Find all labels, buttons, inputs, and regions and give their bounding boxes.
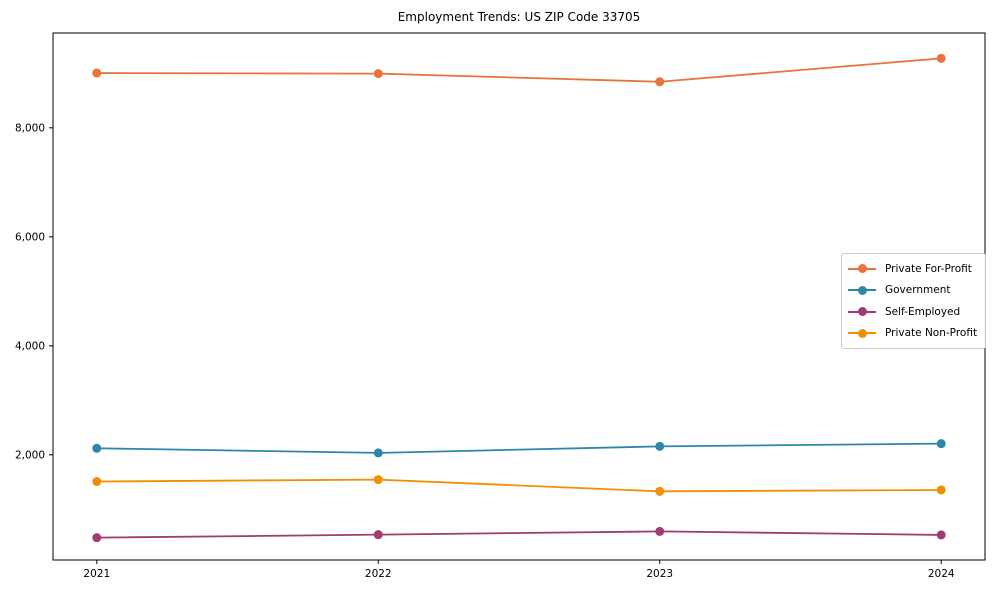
data-point-government-2023 xyxy=(655,441,665,451)
legend-label: Private For-Profit xyxy=(885,262,972,275)
legend-label: Government xyxy=(885,284,951,297)
y-tick-label: 2,000 xyxy=(15,449,45,461)
data-point-private-for-profit-2021 xyxy=(92,68,102,78)
legend-line-marker-icon xyxy=(848,264,876,274)
series-line-self-employed xyxy=(96,530,942,539)
legend: Private For-Profit Government Self-Employe… xyxy=(841,253,987,349)
data-point-self-employed-2021 xyxy=(92,533,102,543)
data-point-government-2024 xyxy=(936,439,946,449)
series-line-private-for-profit xyxy=(96,57,942,83)
x-tick-label: 2024 xyxy=(928,568,955,580)
legend-item-self-employed: Self-Employed xyxy=(848,301,977,323)
data-point-private-for-profit-2022 xyxy=(373,69,383,79)
legend-item-government: Government xyxy=(848,280,977,302)
chart-title: Employment Trends: US ZIP Code 33705 xyxy=(397,10,641,24)
legend-label: Private Non-Profit xyxy=(885,327,978,340)
data-point-self-employed-2022 xyxy=(373,530,383,540)
series-line-government xyxy=(96,442,942,454)
data-point-private-non-profit-2024 xyxy=(936,485,946,495)
y-tick-label: 8,000 xyxy=(15,122,45,134)
data-point-government-2022 xyxy=(373,448,383,458)
x-tick-label: 2021 xyxy=(83,568,110,580)
data-point-private-non-profit-2022 xyxy=(373,475,383,485)
data-point-private-for-profit-2023 xyxy=(655,77,665,87)
data-point-private-non-profit-2023 xyxy=(655,486,665,496)
data-point-self-employed-2023 xyxy=(655,526,665,536)
data-point-private-for-profit-2024 xyxy=(936,53,946,63)
x-tick-label: 2023 xyxy=(646,568,673,580)
data-point-self-employed-2024 xyxy=(936,530,946,540)
legend-line-marker-icon xyxy=(848,328,876,338)
legend-item-private-for-profit: Private For-Profit xyxy=(848,258,977,280)
y-tick-label: 6,000 xyxy=(15,231,45,243)
legend-line-marker-icon xyxy=(848,307,876,317)
legend-line-marker-icon xyxy=(848,285,876,295)
data-point-private-non-profit-2021 xyxy=(92,477,102,487)
legend-label: Self-Employed xyxy=(885,305,961,318)
data-point-government-2021 xyxy=(92,443,102,453)
y-tick-label: 4,000 xyxy=(15,340,45,352)
x-tick-label: 2022 xyxy=(365,568,392,580)
legend-item-private-non-profit: Private Non-Profit xyxy=(848,323,977,345)
series-line-private-non-profit xyxy=(96,478,942,493)
